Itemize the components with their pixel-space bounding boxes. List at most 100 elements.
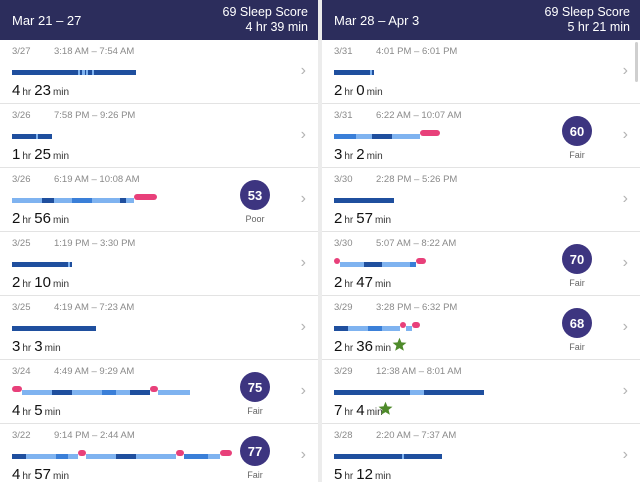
chevron-right-icon[interactable]: › — [622, 126, 628, 143]
sleep-log-row[interactable]: 3/28 2:20 AM – 7:37 AM 5 hr 12 min › — [322, 424, 640, 482]
log-duration: 3 hr 2 min — [334, 146, 386, 163]
sleep-score-badge: 68 — [562, 308, 592, 338]
sleep-stage-bar — [334, 130, 440, 139]
minutes-unit: min — [374, 343, 392, 354]
duration-hours: 3 — [12, 338, 21, 355]
log-date: 3/25 — [12, 302, 31, 313]
log-date: 3/29 — [334, 366, 353, 377]
sleep-stage-segment — [400, 322, 406, 328]
sleep-log-row[interactable]: 3/25 1:19 PM – 3:30 PM 2 hr 10 min › — [0, 232, 318, 296]
sleep-log-row[interactable]: 3/22 9:14 PM – 2:44 AM 4 hr 57 min 77 Fair › — [0, 424, 318, 482]
sleep-stage-segment — [116, 454, 136, 459]
sleep-stage-segment — [68, 262, 70, 267]
log-date: 3/25 — [12, 238, 31, 249]
scrollbar[interactable] — [635, 42, 638, 82]
sleep-log-row[interactable]: 3/27 3:18 AM – 7:54 AM 4 hr 23 min › — [0, 40, 318, 104]
sleep-stage-segment — [12, 326, 96, 331]
log-date: 3/30 — [334, 238, 353, 249]
sleep-stage-bar — [334, 454, 442, 459]
week-range: Mar 28 – Apr 3 — [334, 13, 420, 28]
minutes-unit: min — [366, 151, 383, 162]
log-time-range: 3:28 PM – 6:32 PM — [376, 302, 458, 313]
sleep-log-row[interactable]: 3/30 2:28 PM – 5:26 PM 2 hr 57 min › — [322, 168, 640, 232]
sleep-stage-segment — [220, 450, 232, 456]
chevron-right-icon[interactable]: › — [622, 62, 628, 79]
sleep-stage-segment — [126, 198, 134, 203]
log-time-range: 6:19 AM – 10:08 AM — [54, 174, 140, 185]
sleep-log-row[interactable]: 3/31 6:22 AM – 10:07 AM 3 hr 2 min 60 Fair › — [322, 104, 640, 168]
sleep-stage-segment — [340, 262, 364, 267]
sleep-log-row[interactable]: 3/25 4:19 AM – 7:23 AM 3 hr 3 min › — [0, 296, 318, 360]
sleep-stage-segment — [184, 454, 208, 459]
sleep-log-row[interactable]: 3/26 7:58 PM – 9:26 PM 1 hr 25 min › — [0, 104, 318, 168]
log-duration: 2 hr 10 min — [12, 274, 72, 291]
chevron-right-icon[interactable]: › — [622, 318, 628, 335]
sleep-stage-bar — [334, 198, 394, 203]
log-time-range: 4:19 AM – 7:23 AM — [54, 302, 135, 313]
chevron-right-icon[interactable]: › — [300, 446, 306, 463]
sleep-stage-bar — [12, 386, 190, 395]
sleep-log-row[interactable]: 3/30 5:07 AM – 8:22 AM 2 hr 47 min 70 Fair › — [322, 232, 640, 296]
week-sleep-score: 69 Sleep Score — [222, 5, 308, 19]
sleep-log-row[interactable]: 3/26 6:19 AM – 10:08 AM 2 hr 56 min 53 Poor › — [0, 168, 318, 232]
sleep-stage-segment — [54, 198, 72, 203]
sleep-stage-bar — [12, 70, 136, 75]
sleep-stage-segment — [382, 262, 410, 267]
minutes-unit: min — [366, 407, 383, 418]
log-duration: 2 hr 36 min — [334, 338, 394, 355]
duration-minutes: 0 — [356, 82, 365, 99]
sleep-stage-segment — [22, 390, 52, 395]
log-time-range: 6:22 AM – 10:07 AM — [376, 110, 462, 121]
chevron-right-icon[interactable]: › — [622, 446, 628, 463]
sleep-stage-segment — [72, 390, 102, 395]
chevron-right-icon[interactable]: › — [622, 190, 628, 207]
sleep-stage-segment — [78, 70, 80, 75]
chevron-right-icon[interactable]: › — [622, 254, 628, 271]
sleep-stage-segment — [334, 198, 394, 203]
log-date: 3/24 — [12, 366, 31, 377]
duration-minutes: 25 — [34, 146, 51, 163]
hours-unit: hr — [344, 151, 354, 162]
sleep-log-row[interactable]: 3/29 3:28 PM – 6:32 PM 2 hr 36 min 68 Fair › — [322, 296, 640, 360]
chevron-right-icon[interactable]: › — [300, 126, 306, 143]
log-duration: 2 hr 57 min — [334, 210, 394, 227]
log-time-range: 1:19 PM – 3:30 PM — [54, 238, 136, 249]
log-time-range: 12:38 AM – 8:01 AM — [376, 366, 462, 377]
week-header: Mar 28 – Apr 3 69 Sleep Score 5 hr 21 mi… — [322, 0, 640, 40]
hours-unit: hr — [344, 87, 354, 98]
hours-unit: hr — [344, 471, 354, 482]
sleep-stage-segment — [370, 70, 372, 75]
sleep-stage-segment — [368, 326, 382, 331]
duration-minutes: 57 — [34, 466, 51, 482]
chevron-right-icon[interactable]: › — [622, 382, 628, 399]
sleep-log-row[interactable]: 3/24 4:49 AM – 9:29 AM 4 hr 5 min 75 Fair › — [0, 360, 318, 424]
chevron-right-icon[interactable]: › — [300, 190, 306, 207]
hours-unit: hr — [22, 279, 32, 290]
sleep-stage-segment — [410, 390, 414, 395]
chevron-right-icon[interactable]: › — [300, 382, 306, 399]
sleep-stage-segment — [382, 326, 400, 331]
sleep-stage-segment — [12, 386, 22, 392]
chevron-right-icon[interactable]: › — [300, 254, 306, 271]
sleep-stage-segment — [334, 258, 340, 264]
hours-unit: hr — [344, 215, 354, 226]
log-time-range: 7:58 PM – 9:26 PM — [54, 110, 136, 121]
hours-unit: hr — [22, 471, 32, 482]
chevron-right-icon[interactable]: › — [300, 318, 306, 335]
sleep-log-row[interactable]: 3/31 4:01 PM – 6:01 PM 2 hr 0 min › — [322, 40, 640, 104]
sleep-score-badge: 70 — [562, 244, 592, 274]
minutes-unit: min — [52, 87, 70, 98]
star-icon — [378, 401, 393, 415]
sleep-log-row[interactable]: 3/29 12:38 AM – 8:01 AM 7 hr 4 min › — [322, 360, 640, 424]
minutes-unit: min — [374, 215, 392, 226]
chevron-right-icon[interactable]: › — [300, 62, 306, 79]
sleep-stage-bar — [12, 450, 232, 459]
minutes-unit: min — [52, 215, 70, 226]
log-time-range: 4:01 PM – 6:01 PM — [376, 46, 458, 57]
sleep-stage-segment — [392, 134, 420, 139]
sleep-quality-label: Fair — [247, 406, 263, 416]
hours-unit: hr — [22, 87, 32, 98]
sleep-stage-segment — [334, 454, 442, 459]
log-time-range: 2:20 AM – 7:37 AM — [376, 430, 457, 441]
sleep-stage-segment — [418, 390, 424, 395]
